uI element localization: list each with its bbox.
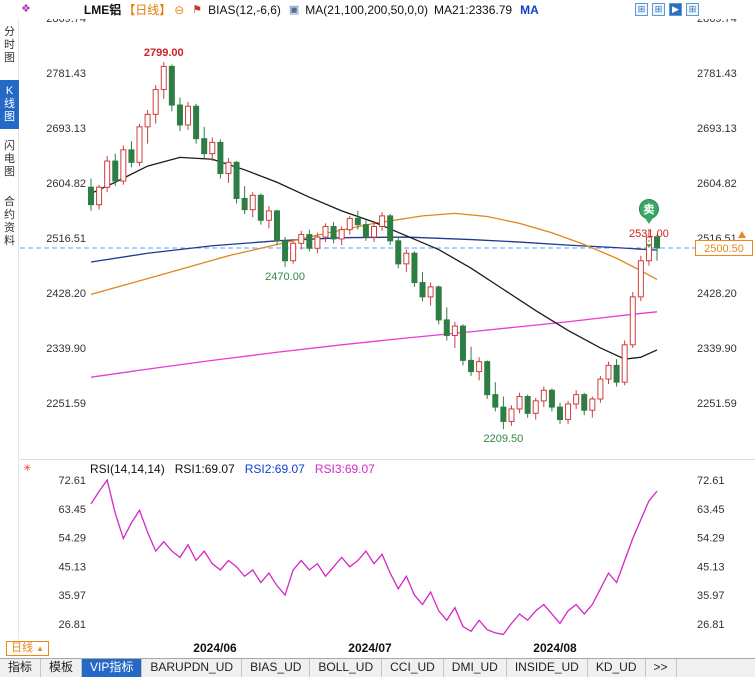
price-annotations: 2799.00 2470.00 2209.50: [144, 47, 523, 445]
svg-text:72.61: 72.61: [697, 475, 725, 487]
svg-text:54.29: 54.29: [58, 533, 86, 545]
ma-badge: MA: [520, 2, 539, 17]
layout-icon-3[interactable]: ⊞: [686, 3, 699, 16]
bottom-tab-6[interactable]: CCI_UD: [382, 659, 444, 677]
bottom-tab-3[interactable]: BARUPDN_UD: [142, 659, 243, 677]
bottom-tab-4[interactable]: BIAS_UD: [242, 659, 311, 677]
symbol-name: LME铝: [83, 3, 122, 17]
layout-icons-group: ⊞ ⊞ ▶ ⊞: [635, 3, 699, 16]
svg-text:54.29: 54.29: [697, 533, 725, 545]
svg-text:2604.82: 2604.82: [697, 178, 737, 190]
svg-text:2339.90: 2339.90: [697, 343, 737, 355]
candlestick-series: [88, 62, 661, 430]
svg-text:2024/08: 2024/08: [533, 641, 577, 655]
app-logo-icon: ❖: [21, 3, 31, 15]
indicator-star-icon[interactable]: ✳: [23, 463, 32, 474]
sidebar-item-2[interactable]: 闪电图: [4, 140, 15, 178]
rsi1-value: RSI1:69.07: [174, 462, 235, 476]
indicator-settings-icon[interactable]: ▣: [288, 4, 300, 16]
bottom-tab-2[interactable]: VIP指标: [82, 659, 143, 677]
svg-text:2024/06: 2024/06: [193, 641, 237, 655]
bottom-tab-1[interactable]: 模板: [41, 659, 83, 677]
ma-lines: [90, 156, 658, 378]
period-selector[interactable]: 日线 ▲: [6, 641, 49, 656]
rsi-header: RSI(14,14,14) RSI1:69.07 RSI2:69.07 RSI3…: [90, 462, 375, 476]
svg-text:45.13: 45.13: [697, 561, 725, 573]
svg-text:2516.51: 2516.51: [46, 233, 86, 245]
last-price-badge: 2500.50: [695, 230, 753, 256]
svg-text:2251.59: 2251.59: [46, 398, 86, 410]
price-axis-right: 2869.742781.432693.132604.822516.512428.…: [697, 13, 737, 410]
bottom-tab-10[interactable]: >>: [646, 659, 677, 677]
bottom-tab-5[interactable]: BOLL_UD: [310, 659, 383, 677]
ma-line-MA200: [90, 311, 658, 378]
sidebar-item-0[interactable]: 分时图: [4, 26, 15, 64]
ma-indicator-label[interactable]: MA(21,100,200,50,0,0): [305, 2, 429, 17]
svg-text:2024/07: 2024/07: [348, 641, 392, 655]
ma-line-MA21: [90, 156, 658, 360]
svg-text:2428.20: 2428.20: [46, 288, 86, 300]
svg-text:35.97: 35.97: [697, 590, 725, 602]
bottom-price-label: 2209.50: [484, 433, 524, 445]
period-selector-label: 日线: [11, 642, 33, 654]
svg-text:45.13: 45.13: [58, 561, 86, 573]
bottom-tab-0[interactable]: 指标: [0, 659, 42, 677]
last-price-arrow-icon: [738, 230, 746, 238]
high-price-label: 2799.00: [144, 47, 184, 59]
svg-text:2693.13: 2693.13: [46, 123, 86, 135]
low-price-label: 2470.00: [265, 271, 305, 283]
svg-text:26.81: 26.81: [697, 619, 725, 631]
ma21-value-label: MA21:2336.79: [434, 2, 513, 17]
indicator-tab-bar: 指标 模板 VIP指标 BARUPDN_UD BIAS_UD BOLL_UD CCI_UD D…: [0, 658, 755, 677]
svg-text:2339.90: 2339.90: [46, 343, 86, 355]
sell-signal-text: 卖: [643, 202, 654, 216]
bottom-tab-8[interactable]: INSIDE_UD: [507, 659, 588, 677]
last-price-text: 2500.50: [704, 243, 744, 255]
svg-text:2604.82: 2604.82: [46, 178, 86, 190]
svg-text:2693.13: 2693.13: [697, 123, 737, 135]
sidebar-item-3[interactable]: 合约资料: [4, 196, 15, 247]
layout-icon-0[interactable]: ⊞: [635, 3, 648, 16]
chevron-up-icon: ▲: [36, 644, 44, 653]
svg-text:2781.43: 2781.43: [46, 68, 86, 80]
x-axis-labels: 2024/06 2024/07 2024/08: [193, 641, 577, 655]
svg-text:63.45: 63.45: [58, 504, 86, 516]
rsi-axis: 72.61 72.61 63.45 63.45 54.29 54.29 45.13 45.13…: [58, 475, 724, 631]
svg-text:35.97: 35.97: [58, 590, 86, 602]
svg-text:26.81: 26.81: [58, 619, 86, 631]
svg-text:2781.43: 2781.43: [697, 68, 737, 80]
ma-line-MA50: [90, 236, 658, 263]
layout-icon-2[interactable]: ▶: [669, 3, 682, 16]
svg-text:2251.59: 2251.59: [697, 398, 737, 410]
bottom-tab-7[interactable]: DMI_UD: [444, 659, 507, 677]
layout-icon-1[interactable]: ⊞: [652, 3, 665, 16]
pin-icon: ⚑: [192, 4, 203, 16]
price-axis-left: 2869.742781.432693.132604.822516.512428.…: [46, 13, 86, 410]
bias-indicator-label[interactable]: BIAS(12,-6,6): [208, 2, 281, 17]
rsi2-value: RSI2:69.07: [244, 462, 305, 476]
sell-signal-badge: 卖 2531.00: [629, 199, 669, 248]
signal-price-label: 2531.00: [629, 228, 669, 240]
bottom-tab-9[interactable]: KD_UD: [588, 659, 646, 677]
svg-text:72.61: 72.61: [58, 475, 86, 487]
svg-text:2428.20: 2428.20: [697, 288, 737, 300]
chart-header: ❖ LME铝 【日线】 ⊖ ⚑ BIAS(12,-6,6) ▣ MA(21,10…: [0, 0, 755, 19]
rsi-line: [90, 478, 658, 636]
collapse-icon[interactable]: ⊖: [174, 2, 185, 17]
rsi3-value: RSI3:69.07: [314, 462, 375, 476]
period-label[interactable]: 【日线】: [123, 3, 172, 17]
rsi-param-label: RSI(14,14,14): [90, 462, 165, 476]
ma-line-MA100: [90, 212, 658, 295]
svg-text:63.45: 63.45: [697, 504, 725, 516]
